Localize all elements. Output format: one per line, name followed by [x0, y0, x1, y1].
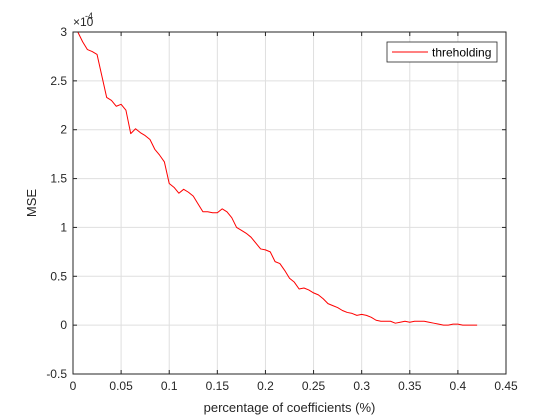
- x-tick-label: 0.05: [109, 379, 133, 393]
- x-tick-label: 0.45: [494, 379, 518, 393]
- x-tick-label: 0: [70, 379, 77, 393]
- x-tick-label: 0.3: [353, 379, 370, 393]
- y-tick-label: 2: [60, 123, 67, 137]
- x-tick-label: 0.4: [450, 379, 467, 393]
- y-exponent-power: -4: [85, 11, 93, 21]
- y-axis-label: MSE: [24, 189, 39, 218]
- y-tick-label: -0.5: [46, 367, 67, 381]
- x-tick-label: 0.35: [398, 379, 422, 393]
- y-tick-label: 1.5: [50, 172, 67, 186]
- y-tick-label: 2.5: [50, 74, 67, 88]
- series-line-threholding: [77, 31, 478, 326]
- y-tick-label: 0.5: [50, 269, 67, 283]
- x-tick-label: 0.2: [257, 379, 274, 393]
- x-tick-label: 0.25: [302, 379, 326, 393]
- y-tick-label: 3: [60, 25, 67, 39]
- x-axis-label: percentage of coefficients (%): [204, 400, 376, 415]
- series-layer: [77, 31, 478, 326]
- y-tick-label: 1: [60, 220, 67, 234]
- plot-box: [72, 31, 507, 375]
- legend-label: threholding: [432, 46, 491, 60]
- plot-area: [73, 32, 506, 374]
- x-tick-label: 0.15: [206, 379, 230, 393]
- x-tick-label: 0.1: [161, 379, 178, 393]
- ticks: 0 0.05 0.1 0.15 0.2 0.25 0.3 0.35 0.4 0.45-0.500.…: [46, 25, 518, 393]
- y-tick-label: 0: [60, 318, 67, 332]
- legend: threholding: [386, 41, 498, 63]
- y-exponent: ×10 -4: [73, 11, 94, 29]
- legend-box: [386, 41, 498, 63]
- y-exponent-base: ×10: [73, 15, 94, 29]
